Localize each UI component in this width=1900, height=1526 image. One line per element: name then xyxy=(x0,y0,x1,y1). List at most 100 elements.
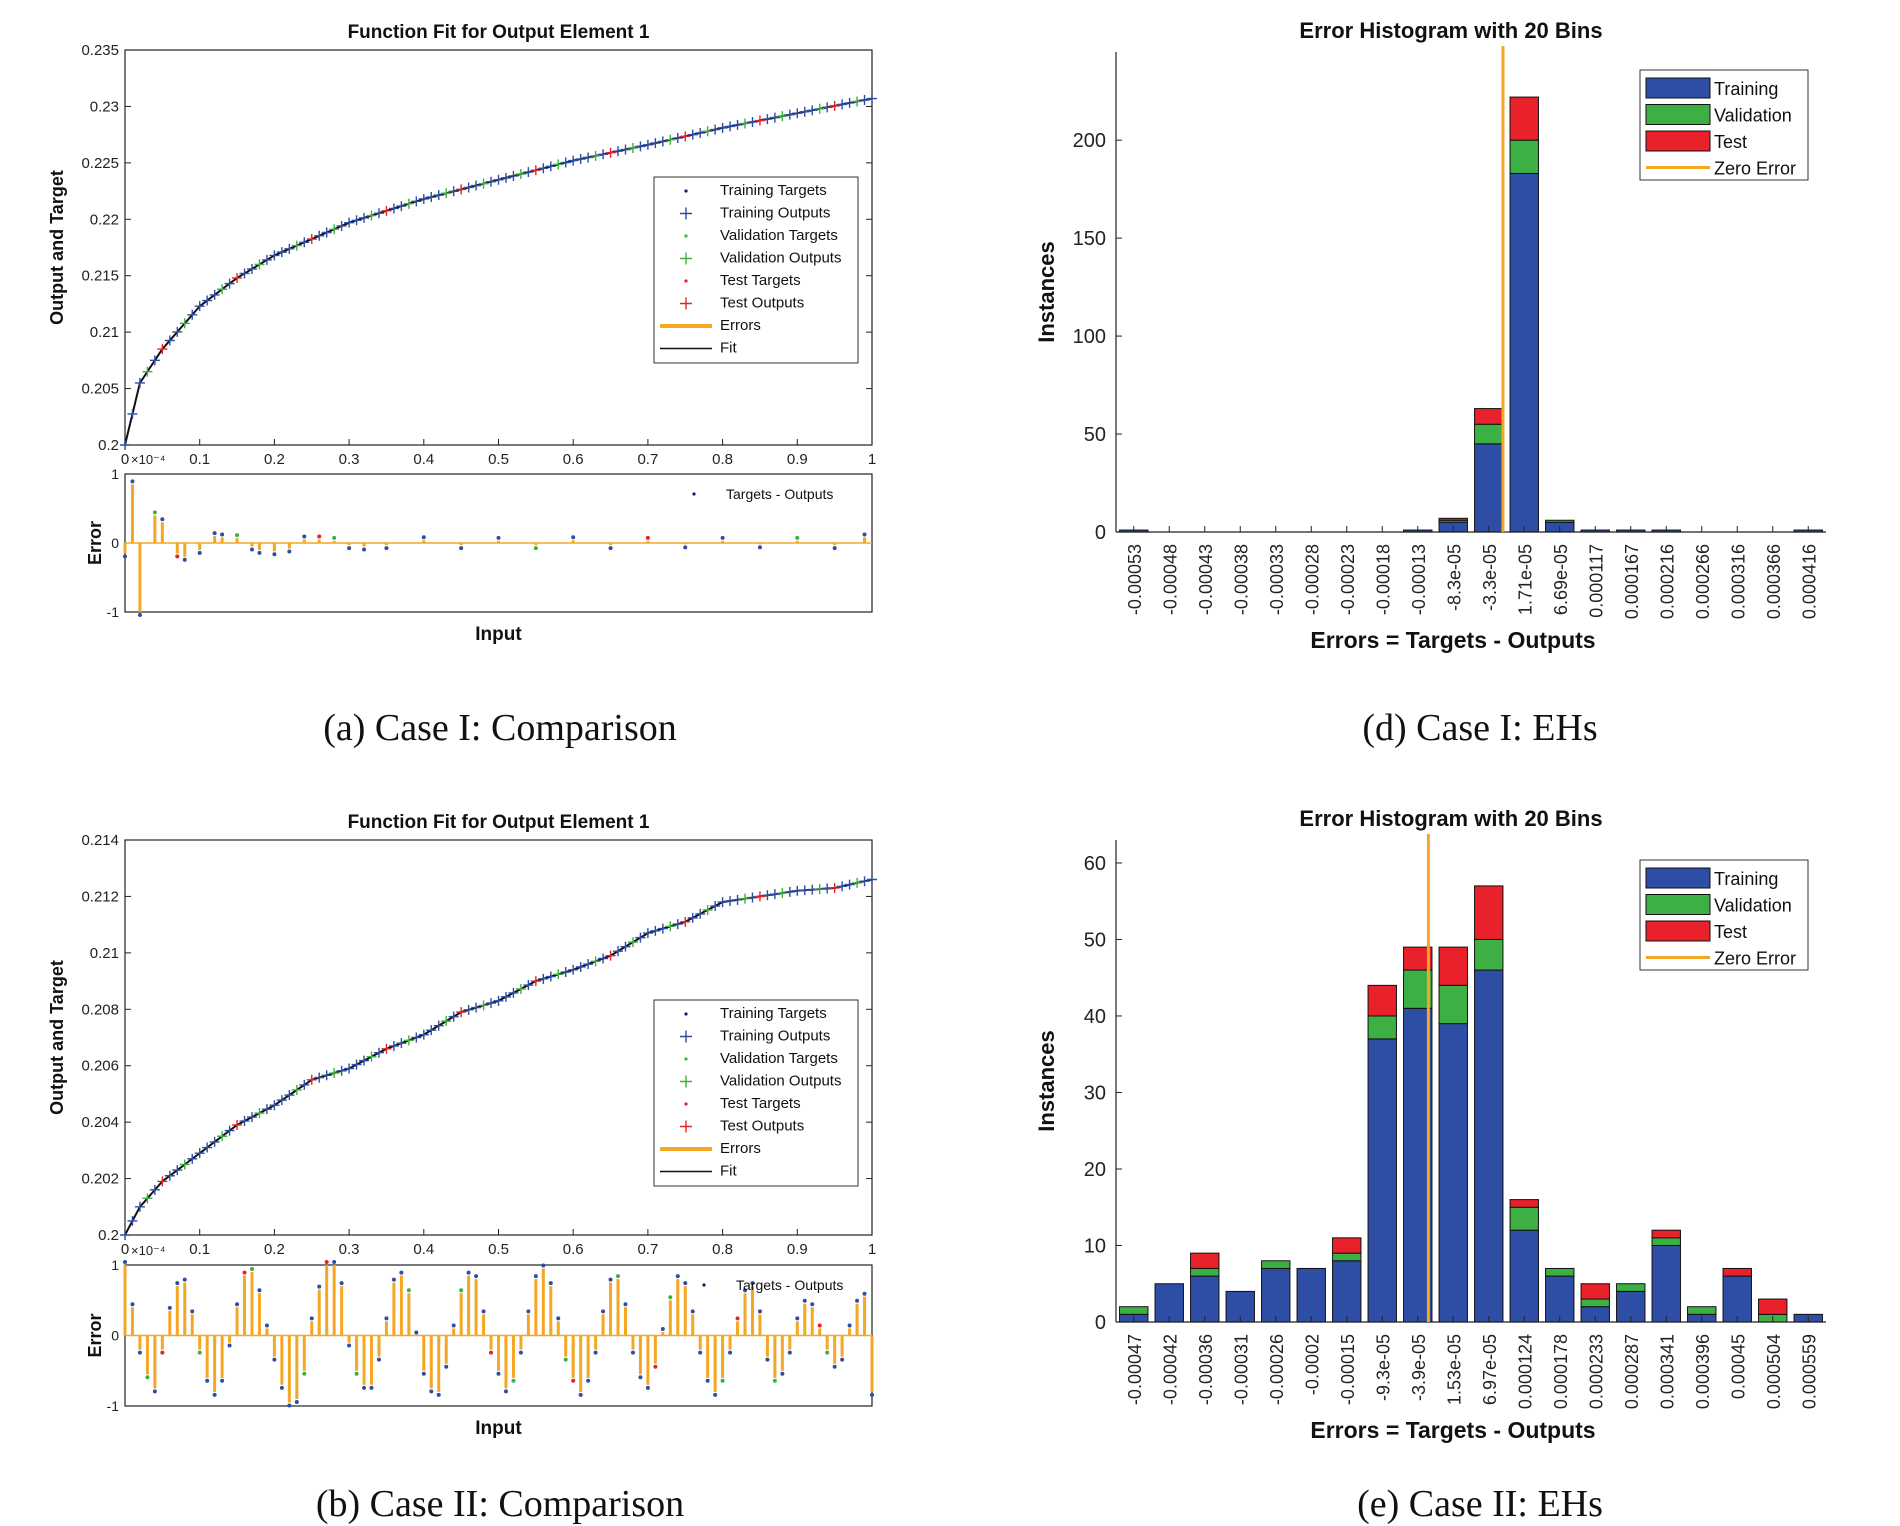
training-output-marker xyxy=(747,892,758,903)
training-output-marker xyxy=(202,1142,213,1153)
error-point xyxy=(757,545,762,550)
chart-title: Error Histogram with 20 Bins xyxy=(1299,806,1602,831)
training-output-marker xyxy=(725,121,736,132)
legend-training_targets-label: Training Targets xyxy=(720,1005,827,1022)
training-bar xyxy=(1367,1038,1397,1323)
legend-training_outputs-label: Training Outputs xyxy=(720,205,830,222)
training-output-marker xyxy=(769,112,780,123)
validation-output-marker xyxy=(852,877,863,888)
validation-bar xyxy=(1474,423,1504,445)
training-output-marker xyxy=(732,119,743,130)
error-point xyxy=(429,1389,434,1394)
training-bar xyxy=(1722,1275,1752,1323)
x-tick-label: -0.00015 xyxy=(1338,1334,1358,1405)
training-output-marker xyxy=(583,152,594,163)
training-output-marker xyxy=(373,208,384,219)
chart-title: Error Histogram with 20 Bins xyxy=(1299,18,1602,43)
error-point xyxy=(616,1274,621,1279)
training-output-marker xyxy=(538,973,549,984)
training-output-marker xyxy=(336,220,347,231)
test-bar xyxy=(1403,946,1433,971)
training-output-marker xyxy=(717,897,728,908)
training-output-marker xyxy=(613,146,624,157)
error-point xyxy=(578,1392,583,1397)
error-point xyxy=(324,1260,329,1264)
error-point xyxy=(593,1350,598,1355)
x-tick-label: -8.3e-05 xyxy=(1444,544,1464,611)
legend-training_outputs-marker xyxy=(680,207,692,220)
error-point xyxy=(421,535,426,540)
training-output-marker xyxy=(224,278,235,289)
legend-test-label: Test xyxy=(1714,922,1747,942)
error-point xyxy=(496,1371,501,1376)
y-tick-label: 20 xyxy=(1084,1159,1106,1181)
legend-validation_targets-marker xyxy=(684,234,688,238)
y-tick-label: 60 xyxy=(1084,853,1106,875)
validation-output-marker xyxy=(553,969,564,980)
error-point xyxy=(212,1392,217,1397)
training-bar xyxy=(1154,1283,1184,1323)
error-point xyxy=(840,1357,845,1362)
training-output-marker xyxy=(769,889,780,900)
training-output-marker xyxy=(822,102,833,113)
training-output-marker xyxy=(538,163,549,174)
test-bar xyxy=(1438,946,1468,986)
training-output-marker xyxy=(717,122,728,133)
legend-training-label: Training xyxy=(1714,79,1778,99)
test-output-marker xyxy=(157,344,168,355)
training-output-marker xyxy=(784,886,795,897)
error-point xyxy=(287,549,292,554)
training-output-marker xyxy=(747,117,758,128)
test-output-marker xyxy=(232,272,243,283)
test-output-marker xyxy=(829,100,840,111)
error-point xyxy=(817,1323,822,1328)
training-output-marker xyxy=(859,94,870,105)
training-output-marker xyxy=(523,167,534,178)
training-output-marker xyxy=(672,919,683,930)
x-tick-label: 0.9 xyxy=(787,1241,808,1258)
validation-output-marker xyxy=(627,142,638,153)
x-tick-label: 0.000341 xyxy=(1657,1334,1677,1409)
x-tick-label: 0.6 xyxy=(563,451,584,468)
training-output-marker xyxy=(344,1063,355,1074)
legend-test_outputs-label: Test Outputs xyxy=(720,295,804,312)
x-tick-label: 0.000416 xyxy=(1799,544,1819,619)
error-point xyxy=(683,1281,688,1286)
x-tick-label: 0.5 xyxy=(488,1241,509,1258)
training-output-marker xyxy=(411,196,422,207)
error-point xyxy=(257,1288,262,1293)
error-point xyxy=(705,1378,710,1383)
legend-validation_outputs-marker xyxy=(680,1075,692,1088)
validation-bar xyxy=(1616,1283,1646,1292)
validation-output-marker xyxy=(403,198,414,209)
error-point xyxy=(130,1302,135,1307)
x-tick-label: 0.000316 xyxy=(1728,544,1748,619)
y-tick-label: 0.212 xyxy=(81,888,119,905)
error-point xyxy=(160,517,165,522)
chart-title: Function Fit for Output Element 1 xyxy=(348,22,650,43)
error-point xyxy=(362,1385,367,1390)
validation-output-marker xyxy=(366,210,377,221)
x-tick-label: 0.00045 xyxy=(1728,1334,1748,1399)
training-output-marker xyxy=(120,440,130,450)
error-point xyxy=(444,1364,449,1369)
x-axis-label: Errors = Targets - Outputs xyxy=(1310,1417,1595,1443)
error-point xyxy=(855,1298,860,1303)
training-output-marker xyxy=(635,932,646,943)
caption-e: (e) Case II: EHs xyxy=(1357,1483,1603,1525)
error-point xyxy=(586,1378,591,1383)
error-y-tick-label: 1 xyxy=(111,1257,119,1273)
training-output-marker xyxy=(598,953,609,964)
training-output-marker xyxy=(134,1201,145,1212)
validation-bar xyxy=(1438,984,1468,1025)
histogram-case-2: Error Histogram with 20 Bins 0 10 20 30 40 50 6… xyxy=(1034,806,1826,1443)
validation-output-marker xyxy=(366,1051,377,1062)
error-point xyxy=(391,1277,396,1282)
validation-output-marker xyxy=(441,1016,452,1027)
training-bar xyxy=(1474,969,1504,1323)
training-output-marker xyxy=(732,894,743,905)
test-output-marker xyxy=(157,1176,168,1187)
error-point xyxy=(167,1305,172,1310)
y-axis-label: Output and Target xyxy=(47,170,67,325)
test-output-marker xyxy=(381,205,392,216)
